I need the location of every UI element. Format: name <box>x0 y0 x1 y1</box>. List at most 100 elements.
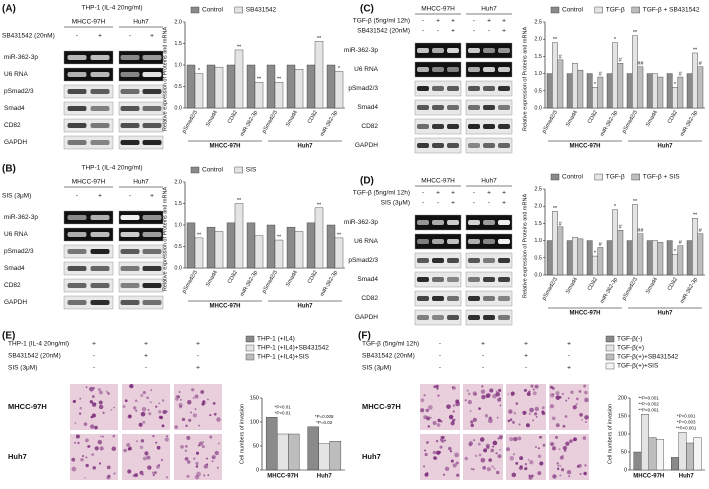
blot-band <box>447 124 459 129</box>
bar <box>266 64 276 109</box>
stained-cell <box>147 408 150 411</box>
stained-cell <box>209 435 213 439</box>
image-row-label: Huh7 <box>362 452 381 461</box>
legend-swatch <box>245 344 255 352</box>
blot-band <box>67 55 87 60</box>
blot-band <box>483 143 495 148</box>
stained-cell <box>89 424 95 429</box>
blot-band <box>417 48 429 53</box>
y-tick-label: 100 <box>618 431 627 437</box>
stained-cell <box>184 449 187 452</box>
stained-cell <box>71 466 77 472</box>
bar <box>206 226 216 269</box>
stained-cell <box>491 465 494 468</box>
panel-label: (B) <box>2 164 16 175</box>
stained-cell <box>134 473 138 477</box>
stained-cell <box>138 422 143 427</box>
stained-cell <box>444 466 450 472</box>
stained-cell <box>562 445 568 451</box>
stained-cell <box>197 444 200 447</box>
stained-cell <box>213 412 217 416</box>
blot-band <box>432 67 444 72</box>
bar <box>329 441 342 471</box>
stained-cell <box>187 399 192 405</box>
bar <box>186 64 196 109</box>
bar <box>286 64 296 109</box>
condition-sign: + <box>436 190 440 197</box>
blot-band <box>120 232 140 237</box>
bar <box>552 211 558 276</box>
bar <box>194 73 204 109</box>
bar <box>226 64 236 109</box>
condition-label: TGF-β (5ng/ml 12h) <box>362 341 419 348</box>
condition-label: SIS (3μM) <box>362 365 391 372</box>
group-label: Huh7 <box>658 144 674 150</box>
stained-cell <box>98 388 101 392</box>
condition-sign: + <box>98 193 102 200</box>
stained-cell <box>480 457 486 463</box>
blot-band <box>417 220 429 225</box>
y-tick-label: 0.0 <box>174 265 182 271</box>
stained-cell <box>490 448 495 453</box>
blot-strip <box>118 101 164 116</box>
bar <box>234 49 244 109</box>
stained-cell <box>140 411 146 417</box>
stained-cell <box>426 440 430 444</box>
condition-sign: - <box>473 190 475 197</box>
p-value: **P<0.001 <box>639 395 660 400</box>
stained-cell <box>186 474 190 478</box>
stained-cell <box>161 424 165 428</box>
significance-mark: # <box>699 228 703 234</box>
blot-strip <box>63 50 114 65</box>
bar <box>678 432 687 471</box>
stained-cell <box>478 453 482 457</box>
blot-strip <box>63 244 114 259</box>
x-tick-label: Huh7 <box>317 474 333 480</box>
legend-label: TGF-β(-) <box>617 336 642 343</box>
x-tick-label: miR-362-3p <box>679 277 699 305</box>
bar <box>592 87 598 109</box>
significance-mark: ** <box>197 232 202 238</box>
stained-cell <box>140 393 144 397</box>
condition-sign: + <box>502 200 506 207</box>
stained-cell <box>144 451 149 456</box>
blot-row-label: pSmad2/3 <box>348 257 378 264</box>
significance-mark: * <box>614 37 617 43</box>
stained-cell <box>481 394 486 400</box>
stained-cell <box>99 446 104 451</box>
stained-cell <box>549 404 555 409</box>
blot-band <box>67 283 87 288</box>
condition-sign: - <box>93 353 95 360</box>
stained-cell <box>507 393 510 396</box>
column-label: MHCC-97H <box>72 19 106 26</box>
condition-label: TGF-β (5ng/ml 12h) <box>353 190 410 197</box>
blot-band <box>90 89 110 94</box>
stained-cell <box>190 411 193 414</box>
legend-swatch <box>631 173 640 181</box>
stained-cell <box>488 416 492 420</box>
stained-cell <box>559 464 562 467</box>
stained-cell <box>564 415 568 418</box>
blot-band <box>447 105 459 110</box>
stained-cell <box>486 467 491 472</box>
blot-band <box>417 67 429 72</box>
y-tick-label: 2.5 <box>534 186 542 192</box>
bar <box>606 73 613 109</box>
blot-header: THP-1 (IL-4 20ng/ml) <box>81 5 142 12</box>
blot-band <box>90 72 110 77</box>
blot-band <box>417 124 429 129</box>
significance-mark: ## <box>637 61 644 67</box>
significance-mark: ** <box>633 199 638 205</box>
legend-label: SB431542 <box>246 7 277 14</box>
bar <box>646 240 653 276</box>
blot-band <box>432 105 444 110</box>
condition-sign: + <box>451 190 455 197</box>
stained-cell <box>539 461 544 466</box>
blot-row-label: pSmad2/3 <box>4 248 34 255</box>
blot-band <box>120 106 140 111</box>
stained-cell <box>528 475 533 480</box>
stained-cell <box>488 418 493 424</box>
stained-cell <box>110 408 113 411</box>
bar <box>288 433 300 471</box>
stained-cell <box>184 444 188 448</box>
